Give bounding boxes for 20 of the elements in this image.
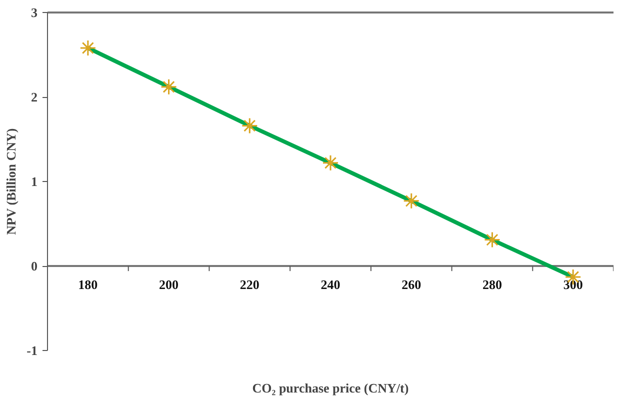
- y-tick-label: -1: [26, 343, 38, 358]
- y-tick-label: 0: [31, 258, 38, 274]
- point: [241, 117, 258, 134]
- point: [160, 78, 178, 96]
- y-axis-title: NPV (Billion CNY): [4, 128, 19, 235]
- point: [403, 192, 420, 210]
- x-tick-label: 200: [159, 277, 179, 292]
- point: [322, 154, 339, 172]
- x-tick-label: 240: [320, 277, 340, 292]
- x-axis-title: CO₂ purchase price (CNY/t): [252, 380, 409, 396]
- x-tick-label: 180: [78, 277, 98, 292]
- x-tick-label: 260: [402, 277, 422, 292]
- y-tick-label: 1: [31, 174, 38, 189]
- x-tick-label: 280: [482, 277, 502, 292]
- x-tick-label: 220: [240, 277, 260, 292]
- y-tick-label: 3: [31, 5, 38, 20]
- point: [80, 40, 96, 56]
- point: [484, 232, 500, 248]
- x-tick-label: 300: [563, 277, 583, 292]
- y-tick-label: 2: [31, 90, 38, 104]
